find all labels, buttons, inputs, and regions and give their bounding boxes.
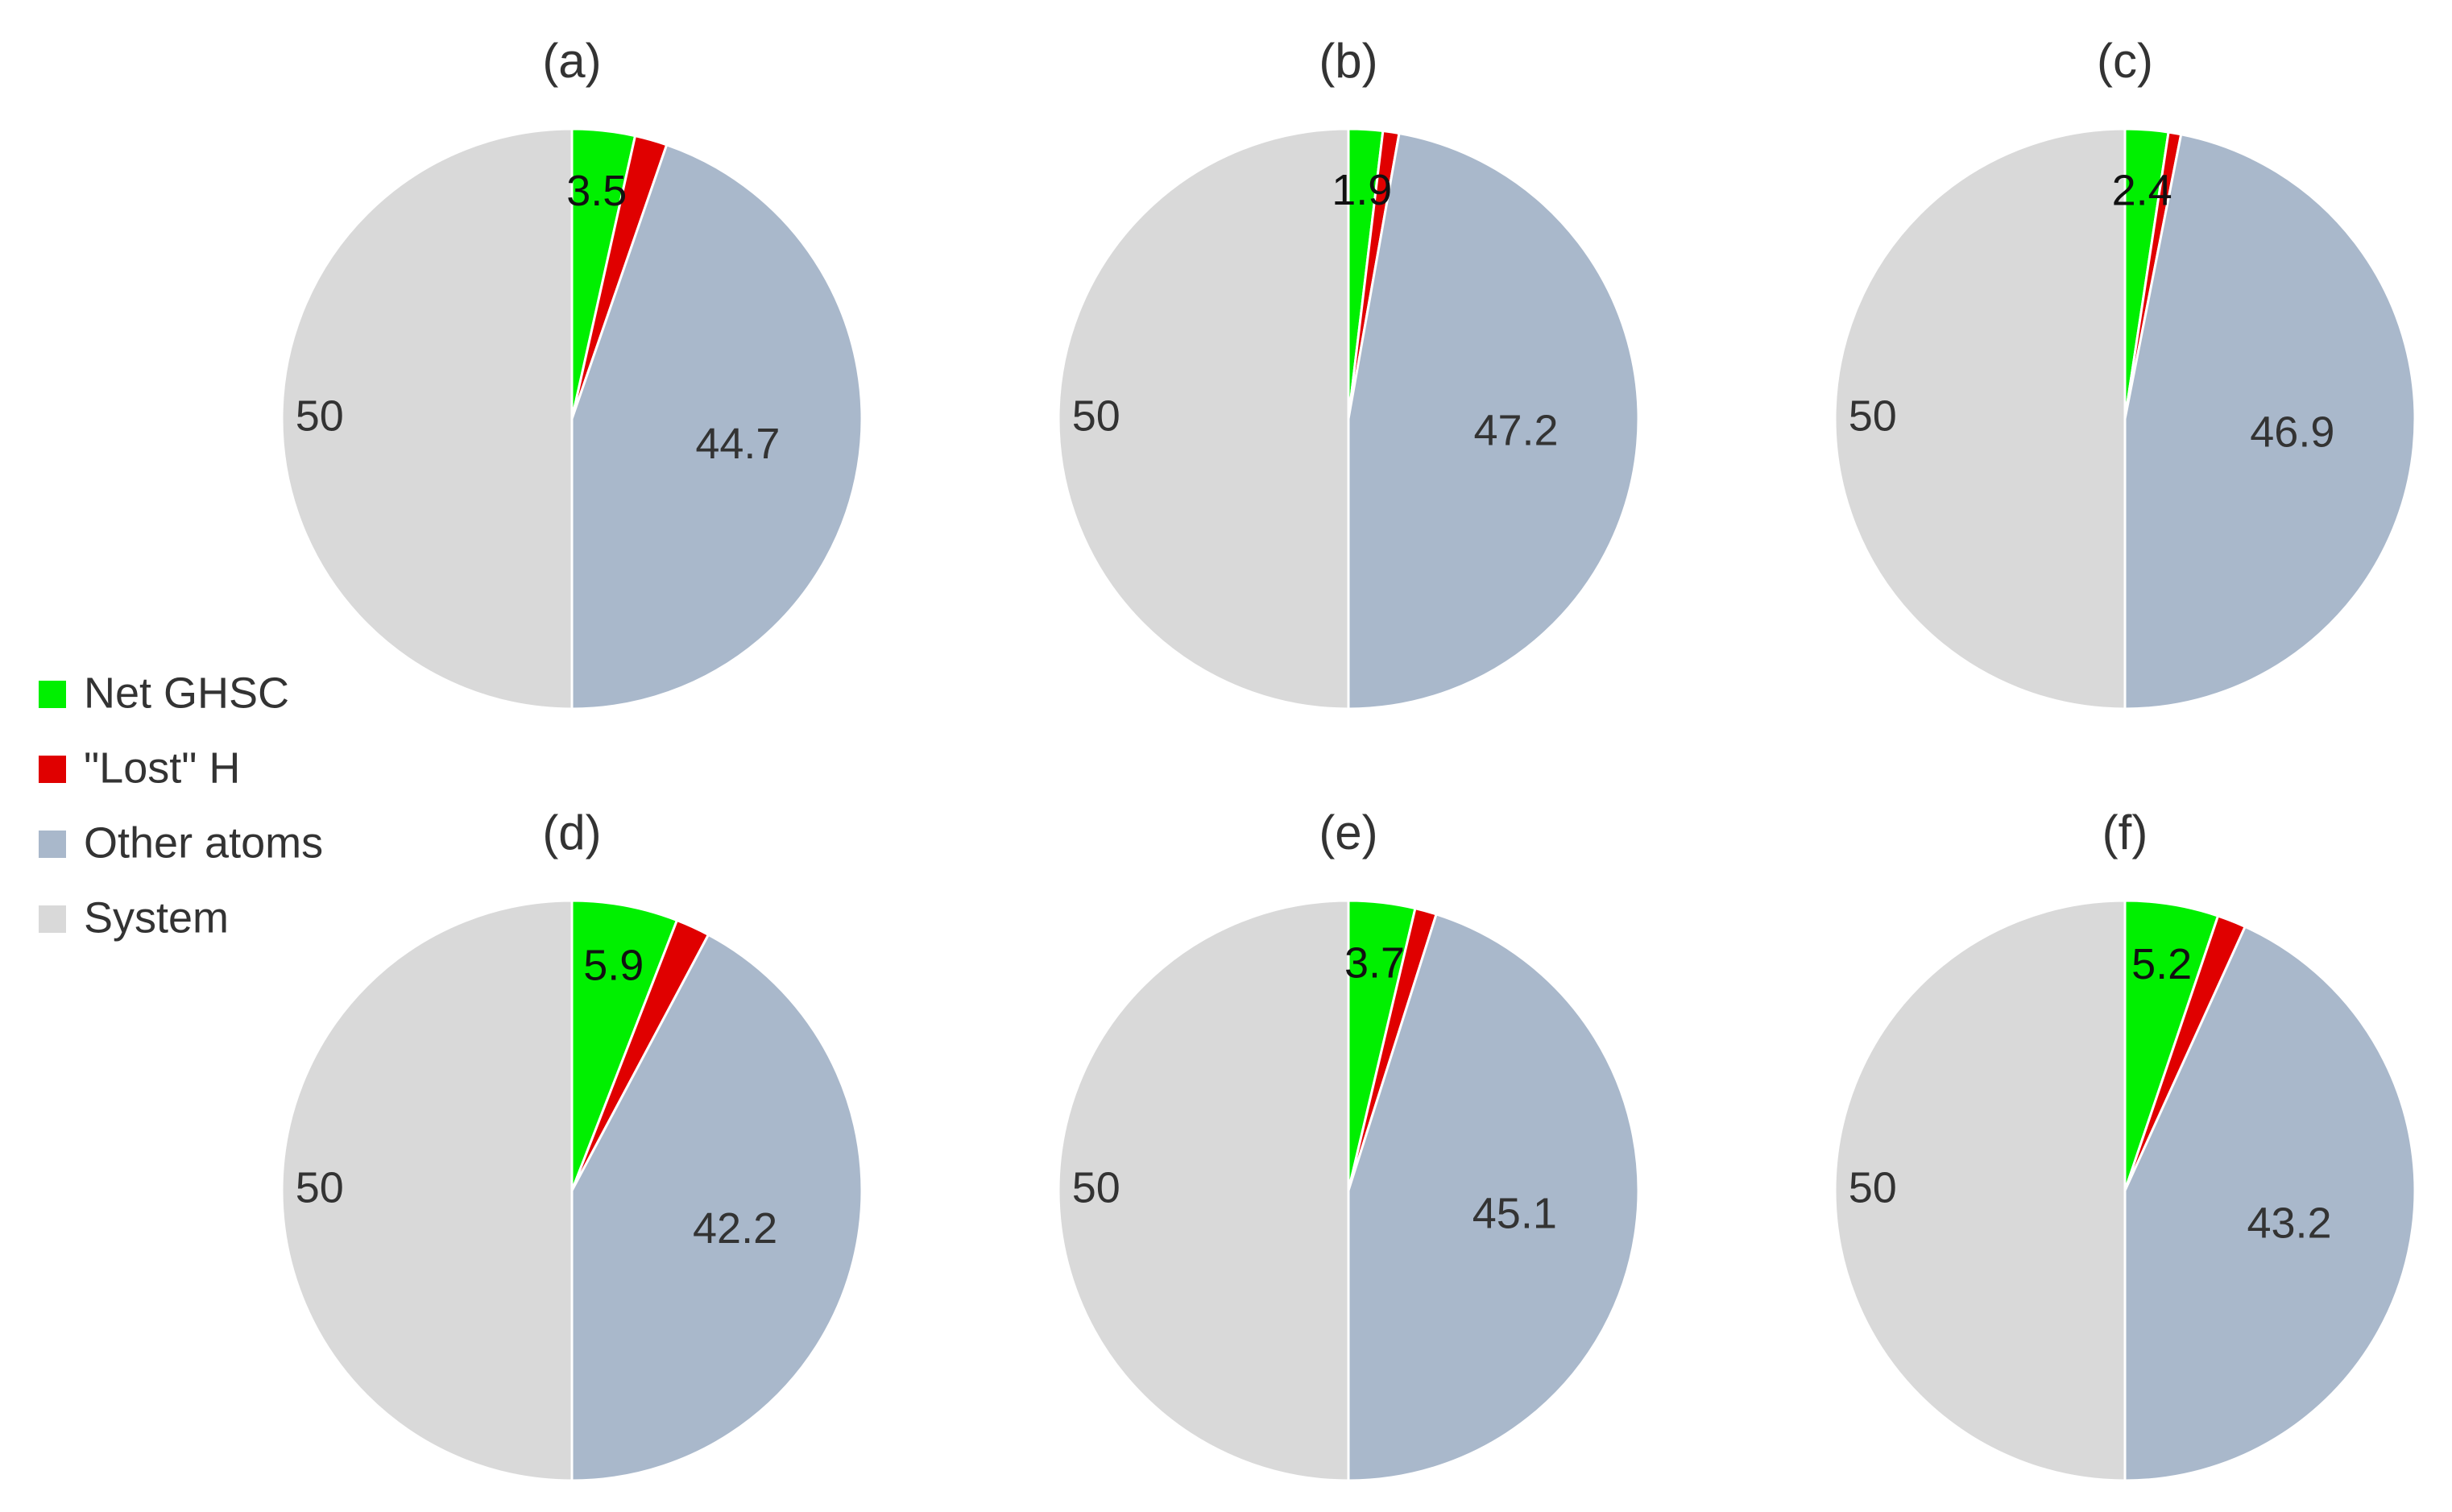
- pie-title: (d): [542, 806, 601, 860]
- slice-value-label: 44.7: [695, 420, 780, 468]
- legend-label: Other atoms: [84, 818, 323, 867]
- legend-swatch: [39, 681, 66, 708]
- pie-slice-system: [280, 127, 574, 710]
- pie-panel: (f) 5.2 43.2 50: [1833, 806, 2417, 1482]
- pie-title: (c): [2097, 34, 2153, 88]
- pie-slice-system: [1057, 899, 1350, 1482]
- legend-label: "Lost" H: [84, 744, 240, 792]
- slice-value-label: 42.2: [693, 1204, 777, 1253]
- pie-title: (f): [2102, 806, 2148, 860]
- slice-value-label: 47.2: [1473, 407, 1558, 455]
- slice-value-label: 50: [296, 391, 344, 440]
- legend-item: Other atoms: [39, 818, 323, 867]
- pie-panels: (a) 3.5 44.7 50 (b) 1.9 47.2 50 (c) 2.4 46.9 50 (d) 5…: [280, 34, 2417, 1482]
- legend-swatch: [39, 905, 66, 933]
- slice-value-label: 2.4: [2112, 166, 2172, 214]
- pie-panel: (b) 1.9 47.2 50: [1057, 34, 1640, 710]
- pie-slice-other-atoms: [1347, 913, 1640, 1482]
- slice-value-label: 50: [1072, 391, 1120, 440]
- pie-title: (b): [1319, 34, 1377, 88]
- pie-slice-system: [280, 899, 574, 1482]
- pie-title: (e): [1319, 806, 1377, 860]
- pie-slice-system: [1833, 127, 2127, 710]
- legend-item: System: [39, 893, 229, 942]
- slice-value-label: 43.2: [2247, 1199, 2331, 1248]
- legend-label: Net GHSC: [84, 669, 289, 717]
- slice-value-label: 5.9: [583, 941, 644, 989]
- pie-panel: (e) 3.7 45.1 50: [1057, 806, 1640, 1482]
- slice-value-label: 46.9: [2250, 408, 2334, 457]
- slice-value-label: 3.5: [566, 167, 627, 215]
- pie-title: (a): [542, 34, 601, 88]
- slice-value-label: 45.1: [1472, 1189, 1557, 1237]
- slice-value-label: 5.2: [2131, 940, 2192, 988]
- legend-item: "Lost" H: [39, 744, 240, 792]
- pie-panel: (d) 5.9 42.2 50: [280, 806, 864, 1482]
- slice-value-label: 50: [1072, 1163, 1120, 1212]
- pie-slice-other-atoms: [1347, 131, 1640, 710]
- legend-swatch: [39, 756, 66, 783]
- slice-value-label: 50: [296, 1163, 344, 1212]
- pie-slice-other-atoms: [2123, 925, 2417, 1482]
- slice-value-label: 3.7: [1344, 938, 1405, 987]
- pie-slice-other-atoms: [2123, 133, 2417, 710]
- pie-slice-net-ghsc: [570, 899, 679, 1191]
- slice-value-label: 50: [1849, 1163, 1897, 1212]
- pie-slice-system: [1057, 127, 1350, 710]
- pie-slice-other-atoms: [570, 143, 864, 710]
- pie-slice-other-atoms: [570, 933, 864, 1482]
- legend-label: System: [84, 893, 229, 942]
- legend-item: Net GHSC: [39, 669, 289, 717]
- pie-panel: (a) 3.5 44.7 50: [280, 34, 864, 710]
- slice-value-label: 1.9: [1332, 166, 1392, 214]
- pie-slice-system: [1833, 899, 2127, 1482]
- pie-panel: (c) 2.4 46.9 50: [1833, 34, 2417, 710]
- legend: Net GHSC "Lost" H Other atoms System: [39, 669, 323, 942]
- legend-swatch: [39, 831, 66, 858]
- slice-value-label: 50: [1849, 391, 1897, 440]
